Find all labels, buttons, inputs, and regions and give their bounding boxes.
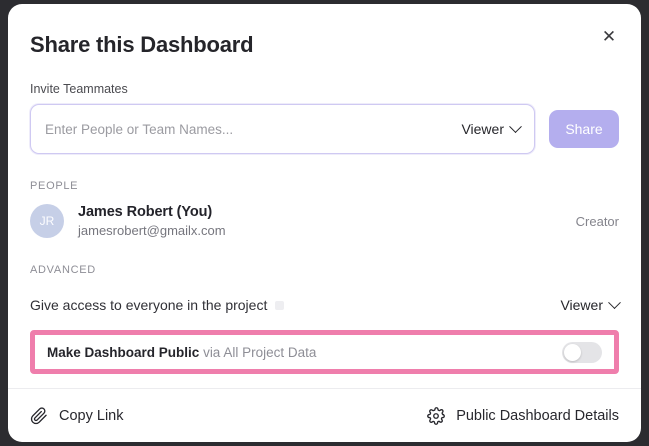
make-public-toggle[interactable] (562, 341, 602, 363)
chevron-down-icon (509, 119, 522, 133)
copy-link-button[interactable]: Copy Link (30, 406, 124, 425)
person-name: James Robert (You) (78, 204, 213, 220)
invite-row: Viewer Share (30, 104, 619, 154)
project-access-role-dropdown[interactable]: Viewer (550, 295, 621, 313)
info-icon[interactable] (275, 300, 285, 310)
make-public-label-wrap: Make Dashboard Public via All Project Da… (47, 345, 562, 360)
paperclip-icon (30, 406, 48, 425)
gear-icon (427, 406, 446, 425)
share-dashboard-modal: ✕ Share this Dashboard Invite Teammates … (8, 4, 641, 442)
copy-link-label: Copy Link (59, 407, 124, 424)
person-email: jamesrobert@gmailx.com (78, 223, 226, 238)
modal-body: Share this Dashboard Invite Teammates Vi… (8, 4, 641, 374)
share-button[interactable]: Share (549, 110, 619, 148)
person-info: James Robert (You) jamesrobert@gmailx.co… (78, 204, 576, 238)
make-public-sublabel: via All Project Data (203, 344, 317, 360)
public-dashboard-details-label: Public Dashboard Details (456, 407, 619, 424)
public-dashboard-details-button[interactable]: Public Dashboard Details (427, 406, 619, 425)
invite-role-value: Viewer (461, 121, 504, 137)
chevron-down-icon (608, 295, 621, 309)
avatar: JR (30, 204, 64, 238)
project-access-label-wrap: Give access to everyone in the project (30, 297, 550, 313)
page-title: Share this Dashboard (30, 32, 254, 57)
project-access-row: Give access to everyone in the project V… (30, 292, 621, 318)
make-dashboard-public-row[interactable]: Make Dashboard Public via All Project Da… (30, 330, 619, 374)
modal-footer: Copy Link Public Dashboard Details (8, 388, 641, 442)
toggle-knob (564, 343, 581, 361)
invite-field-wrapper[interactable]: Viewer (30, 104, 535, 154)
invite-people-input[interactable] (45, 121, 452, 137)
make-public-label: Make Dashboard Public (47, 344, 200, 360)
project-access-role-value: Viewer (560, 297, 603, 313)
list-item: JR James Robert (You) jamesrobert@gmailx… (30, 204, 619, 238)
people-heading: PEOPLE (30, 180, 79, 192)
invite-teammates-label: Invite Teammates (30, 82, 128, 96)
advanced-heading: ADVANCED (30, 264, 96, 276)
close-icon[interactable]: ✕ (595, 22, 623, 50)
project-access-label: Give access to everyone in the project (30, 297, 268, 313)
invite-role-dropdown[interactable]: Viewer (451, 119, 522, 137)
person-role: Creator (575, 213, 619, 229)
